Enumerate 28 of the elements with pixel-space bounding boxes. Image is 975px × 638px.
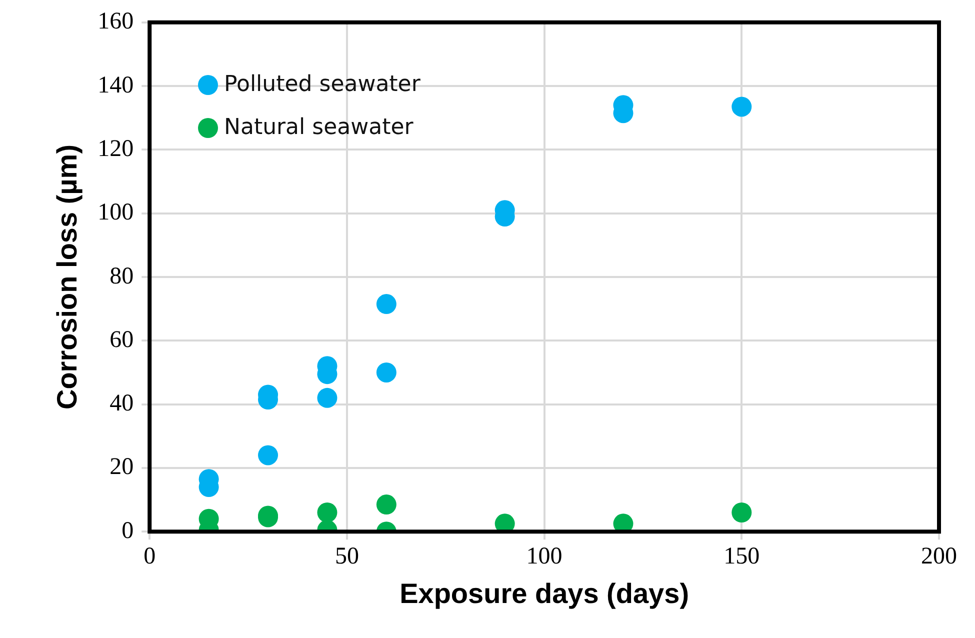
y-tick-label: 140 — [98, 72, 134, 98]
point — [317, 502, 338, 523]
y-tick-label: 100 — [98, 200, 134, 226]
point — [732, 96, 752, 117]
y-tick-label: 40 — [110, 390, 134, 417]
point — [376, 294, 396, 314]
x-tick-label: 150 — [724, 543, 760, 570]
point — [732, 502, 752, 523]
y-tick-label: 80 — [110, 263, 134, 290]
point — [317, 388, 338, 408]
legend-label: Polluted seawater — [224, 72, 420, 97]
point — [376, 362, 396, 382]
x-tick-label: 0 — [144, 543, 156, 570]
point — [376, 494, 396, 515]
x-tick-label: 50 — [334, 543, 359, 570]
legend-label: Natural seawater — [224, 115, 414, 140]
y-tick-label: 160 — [98, 8, 134, 35]
point — [613, 514, 634, 532]
point — [258, 445, 278, 466]
y-tick-label: 60 — [110, 326, 134, 353]
y-tick-label: 120 — [98, 136, 134, 162]
x-tick-label: 100 — [526, 543, 562, 570]
y-tick-label: 0 — [122, 518, 134, 544]
y-axis-title: Corrosion loss (µm) — [52, 144, 83, 410]
y-tick-label: 20 — [110, 454, 134, 480]
x-axis-title: Exposure days (days) — [400, 578, 690, 609]
x-tick-label: 200 — [921, 543, 957, 570]
point — [494, 514, 515, 532]
